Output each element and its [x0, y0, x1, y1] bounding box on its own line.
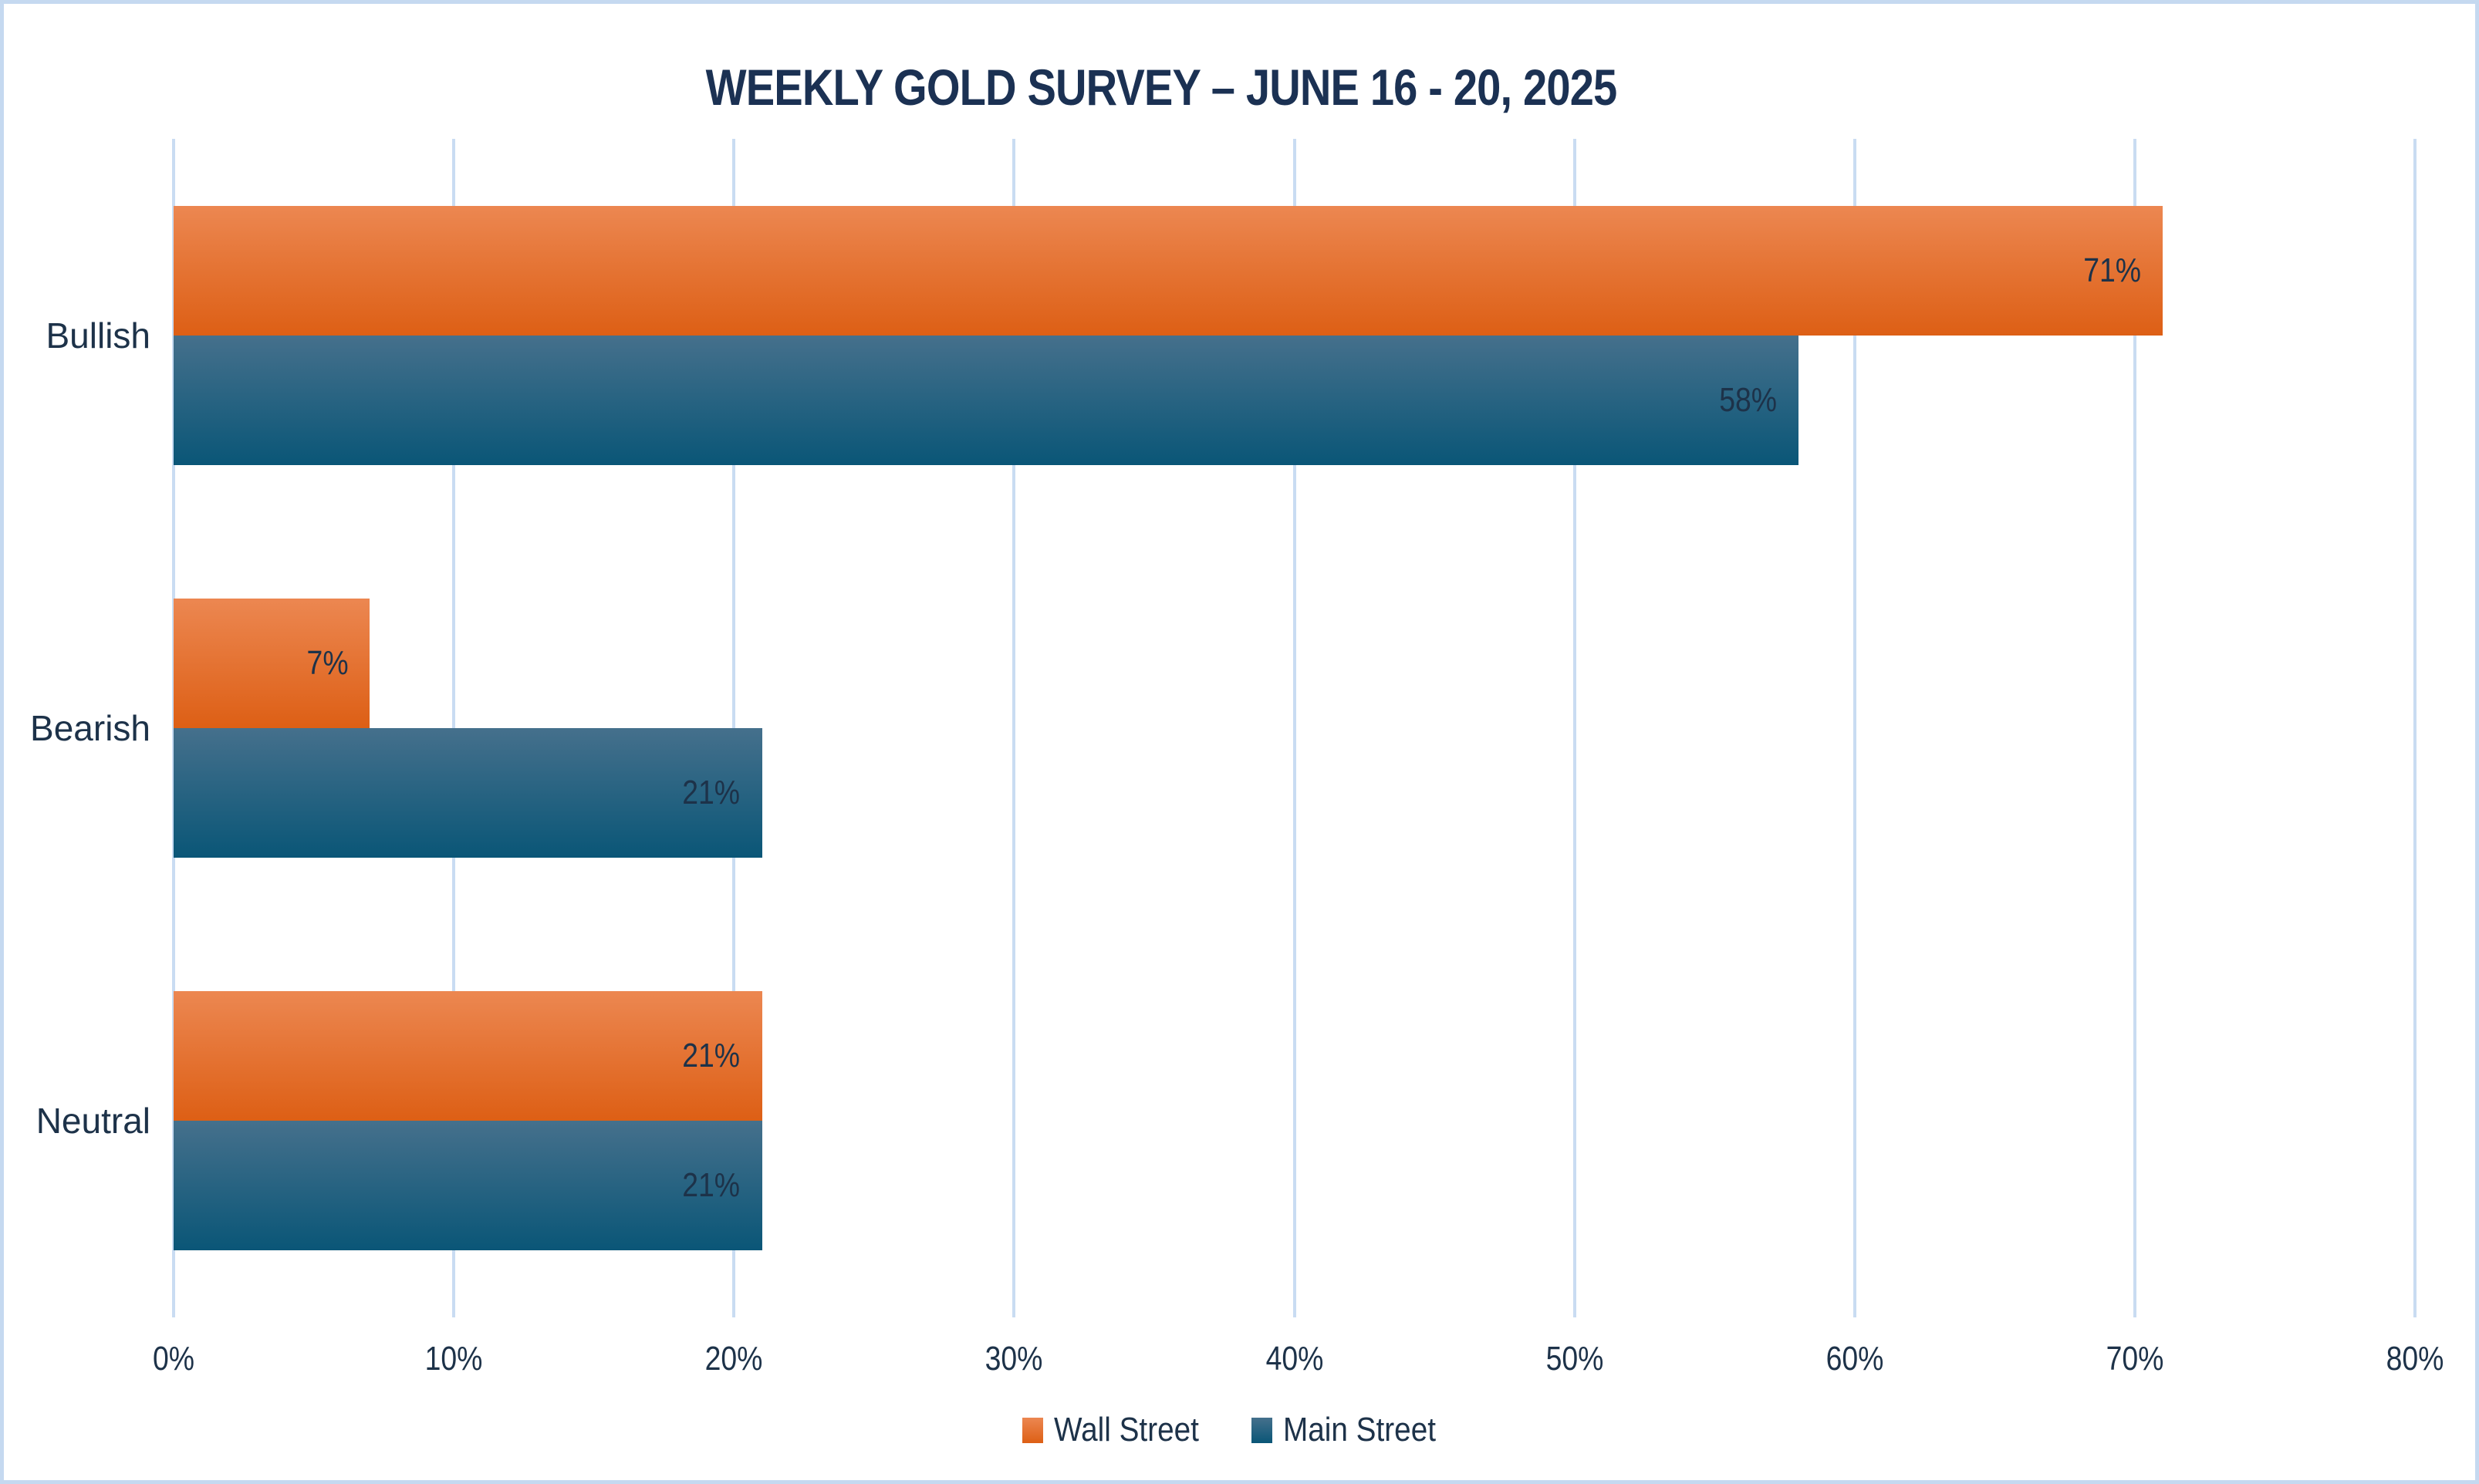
gridline-70- [2133, 139, 2136, 1317]
gridline-30- [1012, 139, 1016, 1317]
gridline-80- [2413, 139, 2417, 1317]
category-label-bearish: Bearish [30, 708, 150, 748]
value-label-main-street-neutral: 21% [682, 1166, 741, 1204]
gridline-50- [1572, 139, 1576, 1317]
x-axis-tick-label-60-: 60% [1825, 1340, 1884, 1378]
legend-label-wall-street: Wall Street [1054, 1411, 1200, 1449]
legend-label-main-street: Main Street [1282, 1411, 1436, 1449]
value-label-main-street-bearish: 21% [682, 774, 741, 811]
x-axis-tick-label-0-: 0% [152, 1340, 195, 1378]
x-axis-tick-label-50-: 50% [1545, 1340, 1604, 1378]
x-axis-tick-label-30-: 30% [985, 1340, 1043, 1378]
value-label-wall-street-bullish: 71% [2083, 251, 2142, 289]
value-label-main-street-bullish: 58% [1719, 381, 1778, 419]
main-street-legend-swatch-icon [1251, 1417, 1272, 1443]
category-label-bullish: Bullish [46, 315, 150, 356]
value-label-wall-street-bearish: 7% [306, 644, 349, 682]
bar-main-street-bullish: 58% [174, 336, 1799, 465]
x-axis-tick-label-40-: 40% [1265, 1340, 1323, 1378]
bar-wall-street-bullish: 71% [174, 206, 2163, 336]
legend-item-wall-street: Wall Street [1022, 1411, 1219, 1449]
value-label-wall-street-neutral: 21% [682, 1037, 741, 1074]
x-axis-tick-label-80-: 80% [2386, 1340, 2444, 1378]
chart-title: WEEKLY GOLD SURVEY – JUNE 16 - 20, 2025 [705, 59, 1618, 116]
gridline-60- [1852, 139, 1856, 1317]
legend-item-main-street: Main Street [1251, 1411, 1457, 1449]
bar-main-street-bearish: 21% [174, 728, 762, 858]
bar-wall-street-bearish: 7% [174, 599, 370, 728]
x-axis-tick-label-70-: 70% [2106, 1340, 2164, 1378]
wall-street-legend-swatch-icon [1022, 1417, 1044, 1443]
gridline-40- [1292, 139, 1296, 1317]
bar-main-street-neutral: 21% [174, 1121, 762, 1250]
category-label-neutral: Neutral [35, 1101, 150, 1141]
x-axis-tick-label-10-: 10% [424, 1340, 483, 1378]
x-axis-tick-label-20-: 20% [704, 1340, 763, 1378]
bar-wall-street-neutral: 21% [174, 991, 762, 1121]
chart-legend: Wall Street Main Street [4, 1411, 2475, 1449]
